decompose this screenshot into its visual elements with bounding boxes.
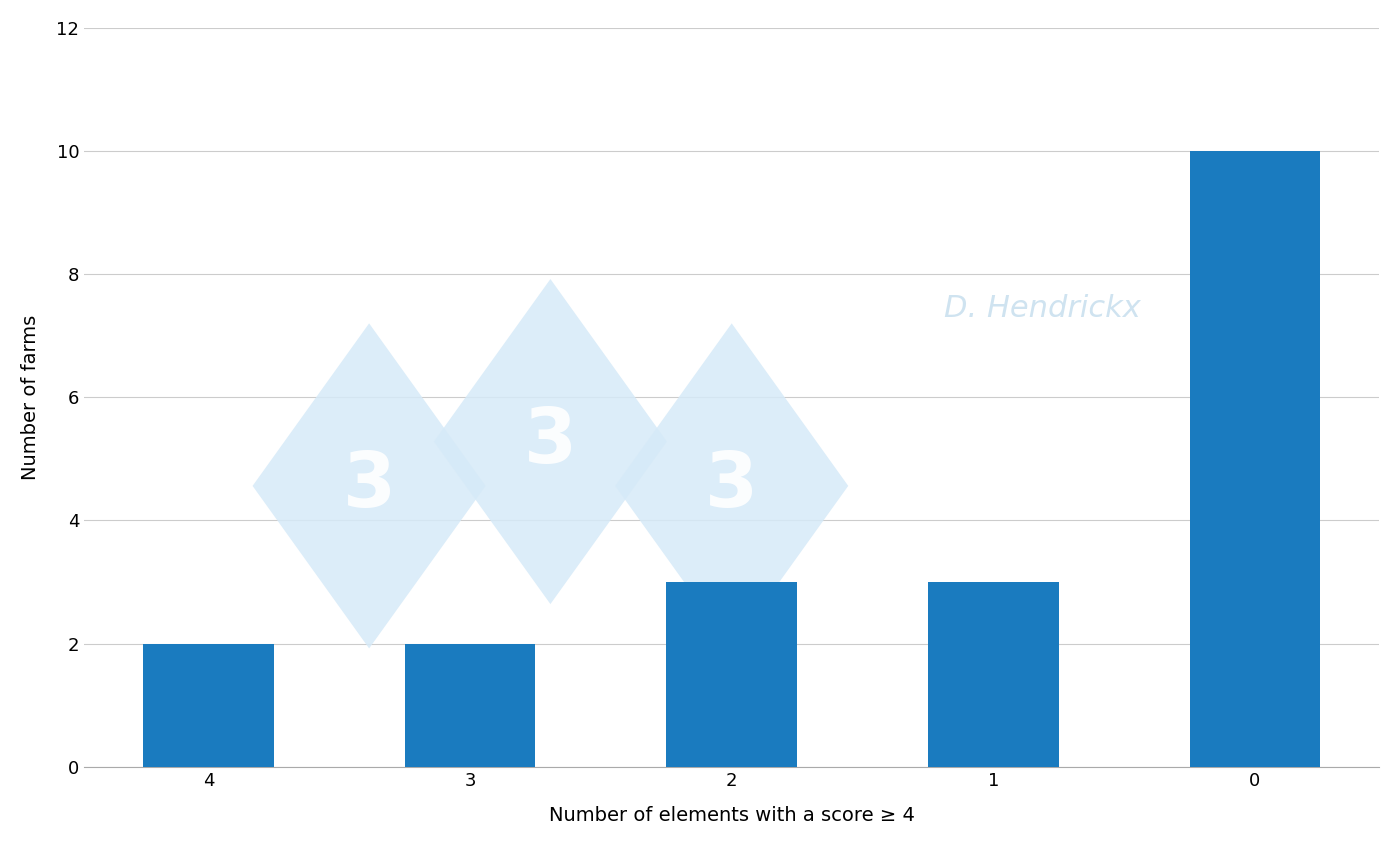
- X-axis label: Number of elements with a score ≥ 4: Number of elements with a score ≥ 4: [549, 806, 914, 825]
- Polygon shape: [615, 323, 848, 648]
- Text: 3: 3: [524, 404, 577, 479]
- Bar: [666, 582, 797, 766]
- Text: D. Hendrickx: D. Hendrickx: [944, 294, 1141, 323]
- Bar: [1190, 151, 1320, 766]
- Bar: [143, 644, 274, 766]
- Bar: [405, 644, 535, 766]
- Y-axis label: Number of farms: Number of farms: [21, 315, 39, 480]
- Text: 3: 3: [706, 449, 759, 523]
- Polygon shape: [252, 323, 486, 648]
- Text: 3: 3: [343, 449, 396, 523]
- Polygon shape: [434, 279, 666, 604]
- Bar: [928, 582, 1058, 766]
